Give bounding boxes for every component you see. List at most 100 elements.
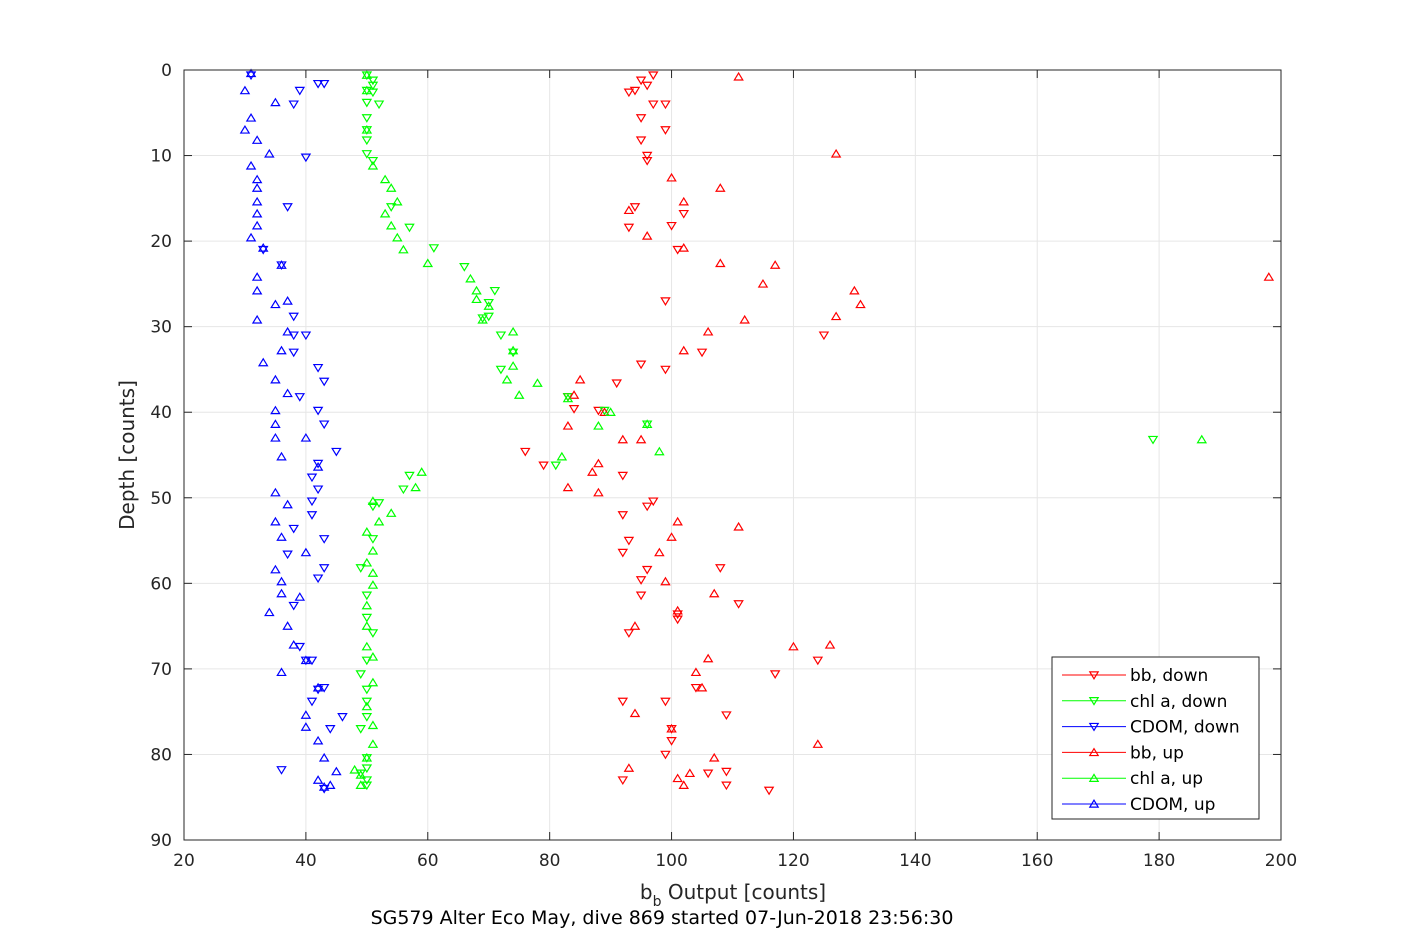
point-bb-up <box>623 763 635 772</box>
point-bb-down <box>635 591 647 601</box>
point-cdom-up <box>270 516 281 526</box>
point-bb-down <box>629 203 641 212</box>
point-chl-a-up <box>416 467 427 476</box>
point-chl-a-up <box>562 393 574 403</box>
y-tick-label: 40 <box>150 403 172 423</box>
x-tick-label: 200 <box>1265 851 1297 871</box>
point-bb-down <box>721 767 732 777</box>
point-bb-up <box>769 260 781 269</box>
point-cdom-down <box>300 153 312 163</box>
point-chl-a-down <box>367 535 379 544</box>
point-bb-up <box>562 420 574 430</box>
point-cdom-up <box>276 588 287 598</box>
point-chl-a-down <box>428 244 440 253</box>
point-chl-a-up <box>422 258 434 268</box>
point-bb-up <box>678 243 690 252</box>
point-bb-down <box>611 379 622 389</box>
point-cdom-up <box>276 532 287 541</box>
point-bb-down <box>617 471 629 481</box>
y-tick-label: 90 <box>150 831 172 851</box>
point-cdom-down <box>300 331 312 341</box>
point-bb-down <box>660 750 671 760</box>
point-chl-a-down <box>361 114 373 123</box>
point-cdom-up <box>312 462 324 471</box>
point-cdom-up <box>325 780 336 789</box>
point-cdom-up <box>282 296 293 305</box>
point-cdom-up <box>251 183 263 192</box>
point-chl-a-up <box>367 739 379 748</box>
point-chl-a-up <box>392 196 403 206</box>
point-cdom-down <box>306 497 318 507</box>
legend-label-chl-a-up: chl a, up <box>1130 769 1203 789</box>
point-cdom-up <box>239 85 251 95</box>
point-chl-a-up <box>379 208 391 218</box>
point-bb-down <box>623 629 635 638</box>
point-chl-a-up <box>361 621 373 630</box>
point-cdom-up <box>245 112 257 122</box>
point-cdom-down <box>306 473 318 483</box>
point-chl-a-up <box>361 641 373 651</box>
point-bb-up <box>562 482 574 492</box>
point-bb-up <box>715 258 726 268</box>
point-bb-down <box>617 548 629 558</box>
point-chl-a-up <box>465 273 476 283</box>
point-cdom-down <box>312 79 324 89</box>
point-bb-down <box>660 365 671 375</box>
point-bb-up <box>739 314 750 324</box>
y-axis-label: Depth [counts] <box>115 380 139 530</box>
point-bb-up <box>599 407 610 416</box>
x-axis-label-rest: Output [counts] <box>661 880 826 904</box>
point-cdom-up <box>312 775 324 784</box>
point-chl-a-down <box>483 298 494 308</box>
point-chl-a-up <box>361 85 373 95</box>
grid-lines <box>183 69 1282 841</box>
x-tick-label: 20 <box>173 851 195 871</box>
point-cdom-up <box>251 208 263 218</box>
point-cdom-down <box>312 685 324 695</box>
point-bb-up <box>660 576 671 586</box>
legend-marker-bb-up <box>1088 747 1100 757</box>
point-bb-up <box>733 521 744 531</box>
point-chl-a-up <box>471 285 482 295</box>
point-cdom-up <box>270 432 281 442</box>
point-bb-up <box>1263 272 1275 281</box>
point-cdom-up <box>264 148 275 158</box>
point-bb-down <box>678 209 690 219</box>
axis-ticks: 20 40 60 80 100 120 140 160 180 200 0 10 20 30 40 50 60 7… <box>150 61 1297 871</box>
point-chl-a-down <box>361 613 373 623</box>
point-bb-down <box>635 136 647 146</box>
x-axis-label-base: b <box>640 880 653 904</box>
point-bb-up <box>696 682 708 692</box>
x-tick-label: 140 <box>899 851 931 871</box>
point-chl-a-up <box>513 390 525 399</box>
point-cdom-down <box>288 601 299 611</box>
point-chl-a-up <box>605 407 616 416</box>
point-chl-a-down <box>361 697 373 707</box>
point-bb-up <box>629 621 641 630</box>
point-bb-down <box>593 406 604 416</box>
point-cdom-up <box>282 499 293 509</box>
point-cdom-up <box>276 260 287 269</box>
point-bb-down <box>641 151 653 161</box>
point-cdom-up <box>257 243 269 252</box>
point-cdom-up <box>276 451 287 461</box>
point-bb-up <box>812 739 824 748</box>
point-cdom-up <box>245 68 257 78</box>
point-bb-up <box>708 752 720 762</box>
point-chl-a-up <box>385 183 397 192</box>
point-bb-up <box>690 667 702 677</box>
point-bb-down <box>812 656 824 666</box>
point-chl-a-up <box>1196 434 1208 444</box>
point-bb-up <box>708 588 720 598</box>
point-cdom-up <box>288 639 299 649</box>
point-bb-down <box>538 461 549 471</box>
point-chl-a-down <box>398 485 409 495</box>
legend-label-cdom-up: CDOM, up <box>1130 795 1215 815</box>
point-bb-up <box>593 458 604 468</box>
point-bb-down <box>666 221 677 231</box>
point-cdom-up <box>251 220 263 230</box>
point-cdom-down <box>306 697 318 707</box>
point-chl-a-down <box>355 564 367 573</box>
point-chl-a-up <box>483 301 494 310</box>
legend-marker-cdom-down <box>1088 722 1100 732</box>
